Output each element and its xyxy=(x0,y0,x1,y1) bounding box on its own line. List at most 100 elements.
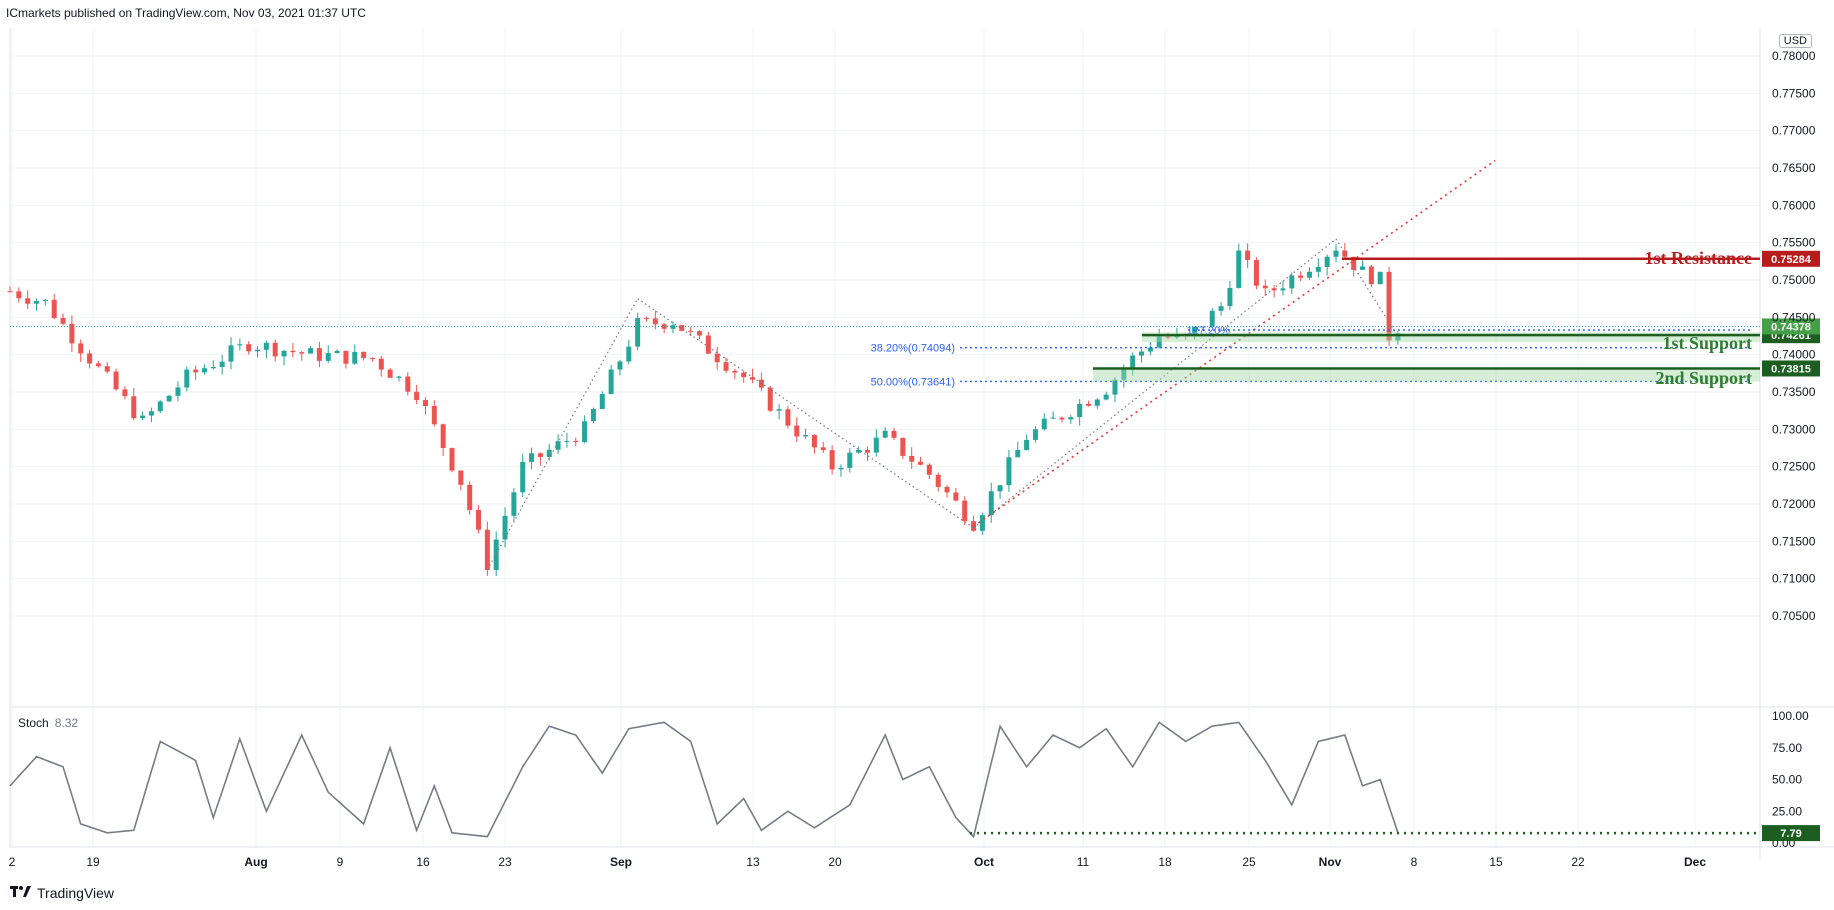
candle-body xyxy=(316,348,322,361)
candle-body xyxy=(387,369,393,378)
trendline xyxy=(973,159,1496,528)
candle-body xyxy=(1050,417,1056,419)
candle-body xyxy=(1200,326,1206,328)
candle xyxy=(988,482,994,523)
candle xyxy=(1059,416,1065,423)
candle xyxy=(1271,284,1277,298)
stoch-indicator-label[interactable]: Stoch 8.32 xyxy=(18,716,78,730)
candle xyxy=(1006,449,1012,492)
candle xyxy=(157,400,163,414)
candle-body xyxy=(811,435,817,448)
candle-body xyxy=(1271,288,1277,291)
candle-body xyxy=(590,409,596,422)
time-tick-label: 15 xyxy=(1489,855,1503,869)
candle-body xyxy=(705,335,711,354)
candle-body xyxy=(688,330,694,332)
candle xyxy=(785,406,791,429)
candle-body xyxy=(95,363,101,367)
chart-annotations: 38.20%(0.74094)50.00%(0.73641)127.20%1st… xyxy=(10,159,1820,570)
candle xyxy=(1280,281,1286,296)
candle xyxy=(864,446,870,461)
candle xyxy=(882,426,888,439)
candle xyxy=(7,286,13,293)
candle-body xyxy=(1324,256,1330,267)
candle-body xyxy=(803,435,809,437)
candle-body xyxy=(776,409,782,411)
stoch-title: Stoch xyxy=(18,716,49,730)
candle-body xyxy=(1041,418,1047,430)
candle xyxy=(599,391,605,410)
candle-body xyxy=(997,485,1003,492)
time-tick-label: 9 xyxy=(337,855,344,869)
candle xyxy=(175,381,181,402)
candle-body xyxy=(201,368,207,373)
candle xyxy=(122,386,128,400)
candle xyxy=(776,403,782,420)
candle-body xyxy=(847,452,853,468)
candle-body xyxy=(352,351,358,364)
candle xyxy=(237,338,243,351)
candle-body xyxy=(1068,417,1074,420)
tradingview-footer[interactable]: TradingView xyxy=(10,884,114,901)
candle-body xyxy=(670,325,676,329)
candle xyxy=(1015,441,1021,458)
last-price-tag xyxy=(1762,318,1820,335)
candle-body xyxy=(263,342,269,350)
time-tick-label: 11 xyxy=(1077,855,1090,869)
candle-body xyxy=(750,377,756,380)
candle xyxy=(1236,243,1242,289)
price-tick-label: 0.77500 xyxy=(1772,86,1816,100)
candle-body xyxy=(210,366,216,369)
candle-body xyxy=(1218,306,1224,311)
candle-body xyxy=(529,453,535,462)
candle xyxy=(1130,352,1136,376)
candle xyxy=(856,446,862,454)
candle xyxy=(396,375,402,382)
candle-body xyxy=(166,395,172,402)
candle-body xyxy=(1289,275,1295,289)
candle xyxy=(1103,391,1109,401)
candle xyxy=(1068,414,1074,424)
time-tick-label: 23 xyxy=(498,855,512,869)
candle-body xyxy=(1298,275,1304,278)
candle xyxy=(334,349,340,354)
candle-body xyxy=(608,369,614,395)
candle-body xyxy=(652,318,658,325)
candle-body xyxy=(122,389,128,397)
candle-body xyxy=(1253,259,1259,286)
candle-body xyxy=(537,453,543,457)
candle xyxy=(140,411,146,421)
candle xyxy=(679,324,685,332)
candle xyxy=(246,341,252,355)
publisher-attribution: ICmarkets published on TradingView.com, … xyxy=(6,6,366,20)
candle-body xyxy=(1351,256,1357,270)
chart-grid xyxy=(9,28,1834,860)
candle-body xyxy=(1227,287,1233,307)
candle-body xyxy=(25,298,31,304)
candle xyxy=(484,521,490,576)
candle xyxy=(16,287,22,303)
candle xyxy=(316,341,322,368)
candle xyxy=(210,360,216,370)
candle-body xyxy=(484,529,490,570)
candle-body xyxy=(148,411,154,416)
candle-body xyxy=(440,424,446,449)
candle xyxy=(387,368,393,378)
time-tick-label: 16 xyxy=(416,855,430,869)
currency-badge[interactable]: USD xyxy=(1778,34,1812,48)
candle xyxy=(131,387,137,421)
candle xyxy=(529,447,535,470)
resistance-label: 1st Resistance xyxy=(1645,248,1752,268)
candle-body xyxy=(1377,271,1383,285)
candle-body xyxy=(1147,347,1153,352)
candle-body xyxy=(343,350,349,364)
candle xyxy=(1041,413,1047,431)
candle-body xyxy=(918,461,924,465)
candle xyxy=(1024,434,1030,451)
candle xyxy=(511,487,517,523)
candle xyxy=(873,429,879,457)
candle xyxy=(51,293,57,320)
candle-body xyxy=(864,449,870,453)
candle xyxy=(608,364,614,395)
